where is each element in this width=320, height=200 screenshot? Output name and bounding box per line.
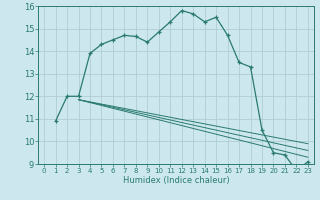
X-axis label: Humidex (Indice chaleur): Humidex (Indice chaleur) bbox=[123, 176, 229, 185]
